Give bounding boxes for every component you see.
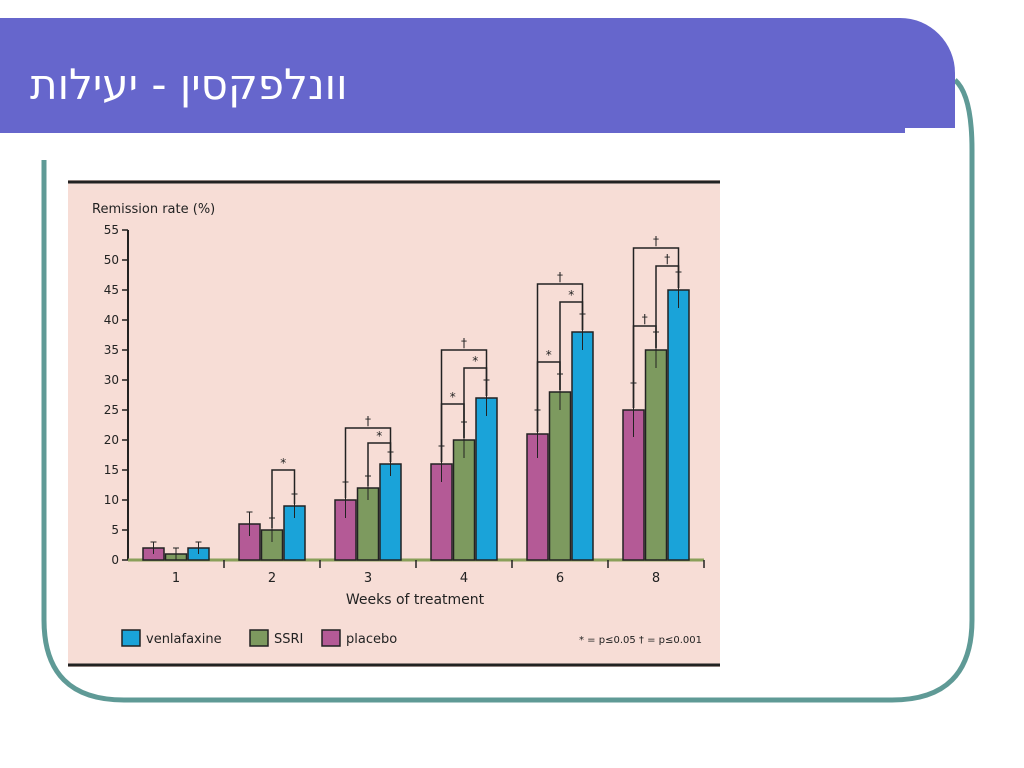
- y-tick-label: 45: [104, 283, 119, 297]
- y-tick-label: 15: [104, 463, 119, 477]
- significance-mark: †: [461, 336, 467, 350]
- x-tick-label: 3: [364, 571, 372, 586]
- x-tick-label: 2: [268, 571, 276, 586]
- significance-mark: *: [450, 390, 456, 404]
- significance-mark: †: [365, 414, 371, 428]
- significance-bracket: [440, 349, 488, 462]
- bar-venlafaxine: [475, 397, 498, 561]
- significance-brackets: * * † * * † * * † † † †: [271, 234, 680, 528]
- y-tick-label: 10: [104, 493, 119, 507]
- significance-mark: †: [653, 234, 659, 248]
- y-tick-label: 40: [104, 313, 119, 327]
- significance-mark: *: [546, 348, 552, 362]
- y-tick-label: 55: [104, 223, 119, 237]
- y-tick-label: 35: [104, 343, 119, 357]
- x-tick-label: 6: [556, 571, 564, 586]
- y-tick-label: 25: [104, 403, 119, 417]
- y-tick-label: 50: [104, 253, 119, 267]
- y-axis-title: Remission rate (%): [92, 202, 215, 217]
- x-tick-label: 8: [652, 571, 660, 586]
- legend-swatch-ssri: [249, 629, 269, 647]
- title-bar: [0, 18, 955, 128]
- bar-venlafaxine: [667, 289, 690, 561]
- legend-label-venlafaxine: venlafaxine: [146, 632, 222, 647]
- legend: venlafaxine SSRI placebo * = p≤0.05 † = p≤0…: [121, 629, 702, 647]
- frame-outline: [41, 78, 975, 703]
- significance-note: * = p≤0.05 † = p≤0.001: [579, 635, 702, 646]
- significance-mark: *: [568, 288, 574, 302]
- title-underline: [0, 128, 905, 133]
- significance-bracket: [271, 469, 296, 528]
- legend-swatch-placebo: [321, 629, 341, 647]
- slide-title: וונלפקסין - יעילות: [30, 60, 348, 109]
- x-axis-title: Weeks of treatment: [346, 592, 485, 608]
- significance-mark: †: [557, 270, 563, 284]
- bars: [142, 271, 690, 561]
- bar-ssri: [644, 349, 668, 561]
- significance-bracket: [536, 283, 584, 432]
- legend-swatch-venlafaxine: [121, 629, 141, 647]
- x-tick-label: 1: [172, 571, 180, 586]
- bar-ssri: [548, 391, 572, 561]
- significance-bracket: [344, 427, 392, 498]
- significance-mark: *: [376, 429, 382, 443]
- significance-mark: *: [280, 456, 286, 470]
- significance-bracket: [632, 247, 680, 408]
- y-tick-label: 30: [104, 373, 119, 387]
- y-tick-label: 20: [104, 433, 119, 447]
- legend-label-ssri: SSRI: [274, 632, 303, 647]
- bar-venlafaxine: [379, 463, 402, 561]
- axes: 0 5 10 15 20 25 30 35 40 45 50 55 1 2 3 4 6 8: [104, 223, 705, 586]
- y-tick-label: 5: [111, 523, 119, 537]
- bar-venlafaxine: [571, 331, 594, 561]
- chart-panel: Remission rate (%) Weeks of treatment 0 5…: [68, 180, 720, 667]
- significance-mark: †: [664, 252, 670, 266]
- x-tick-label: 4: [460, 571, 468, 586]
- remission-rate-chart: Remission rate (%) Weeks of treatment 0 5…: [68, 180, 720, 667]
- significance-mark: *: [472, 354, 478, 368]
- significance-mark: †: [642, 312, 648, 326]
- y-tick-label: 0: [111, 553, 119, 567]
- legend-label-placebo: placebo: [346, 632, 397, 647]
